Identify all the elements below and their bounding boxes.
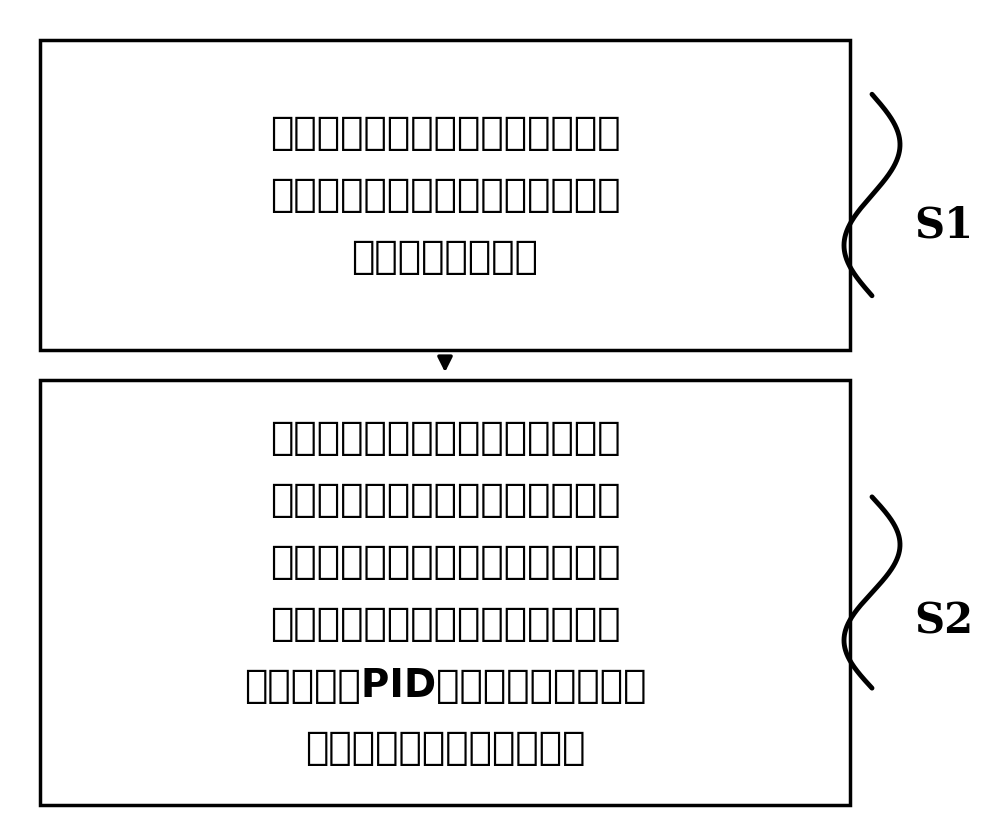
FancyBboxPatch shape	[40, 380, 850, 805]
Text: 根据获取到的水温和查询到的目标
水温，判断所述发动机是否处于冷
机启动时，若是，间隔控制获取并
打开至热管理模块的目标开度量，
否则，采用PID控制获取并打开至: 根据获取到的水温和查询到的目标 水温，判断所述发动机是否处于冷 机启动时，若是，…	[244, 418, 646, 766]
Text: S2: S2	[914, 600, 973, 642]
FancyBboxPatch shape	[40, 40, 850, 350]
Text: 获取发动机的转速、水温，并根据
预设的发动机目标水温脉谱图，查
询对应的目标水温: 获取发动机的转速、水温，并根据 预设的发动机目标水温脉谱图，查 询对应的目标水温	[270, 114, 620, 276]
Text: S1: S1	[914, 204, 973, 247]
